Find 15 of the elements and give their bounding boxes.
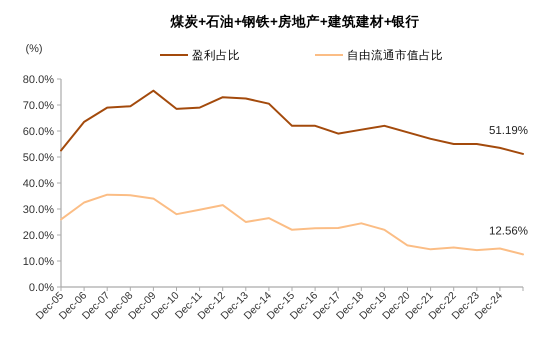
y-tick-label: 30.0% xyxy=(22,204,54,216)
y-tick-label: 60.0% xyxy=(22,126,54,138)
chart-title: 煤炭+石油+钢铁+房地产+建筑建材+银行 xyxy=(169,13,420,29)
y-tick-label: 50.0% xyxy=(22,152,54,164)
y-tick-label: 20.0% xyxy=(22,230,54,242)
y-tick-label: 40.0% xyxy=(22,178,54,190)
y-tick-label: 80.0% xyxy=(22,74,54,86)
y-tick-label: 70.0% xyxy=(22,100,54,112)
y-tick-label: 0.0% xyxy=(28,282,54,294)
y-axis-title: (%) xyxy=(25,43,43,55)
legend-label: 自由流通市值占比 xyxy=(347,48,443,62)
annotation: 12.56% xyxy=(488,225,528,238)
legend-label: 盈利占比 xyxy=(192,49,240,62)
annotation: 51.19% xyxy=(488,124,528,137)
y-tick-label: 10.0% xyxy=(22,256,54,268)
